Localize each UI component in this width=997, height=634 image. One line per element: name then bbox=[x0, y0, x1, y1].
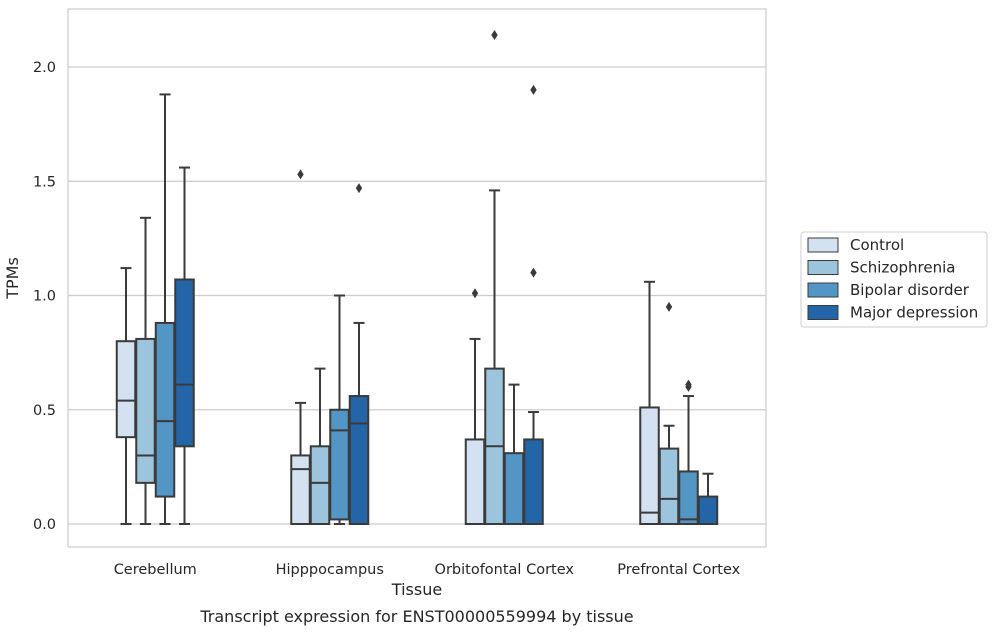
outlier-point bbox=[665, 301, 673, 312]
box-schizophrenia bbox=[484, 30, 505, 525]
plot-frame bbox=[67, 8, 767, 548]
box-iqr bbox=[523, 438, 544, 525]
box-bipolar-disorder bbox=[329, 294, 350, 525]
y-tick-label: 2.0 bbox=[33, 60, 56, 76]
box-iqr bbox=[135, 337, 156, 484]
x-tick-label: Orbitofontal Cortex bbox=[435, 562, 575, 578]
y-tick-label: 1.5 bbox=[33, 174, 56, 190]
box-bipolar-disorder bbox=[154, 93, 176, 525]
chart-caption: Transcript expression for ENST0000055999… bbox=[199, 607, 633, 626]
outlier-point bbox=[471, 288, 479, 299]
legend-frame bbox=[800, 231, 988, 328]
legend-label: Major depression bbox=[850, 304, 978, 322]
outlier-point bbox=[530, 84, 537, 95]
box-groups bbox=[115, 30, 719, 526]
legend-swatch bbox=[807, 237, 839, 253]
x-tick-label: Cerebellum bbox=[114, 562, 197, 578]
box-iqr bbox=[639, 406, 660, 525]
box-iqr bbox=[503, 452, 525, 526]
box-iqr bbox=[309, 445, 331, 525]
outlier-point bbox=[297, 169, 304, 180]
outlier-point bbox=[530, 267, 537, 278]
box-control bbox=[290, 169, 311, 526]
box-iqr bbox=[174, 278, 195, 448]
box-schizophrenia bbox=[135, 216, 156, 525]
box-major-depression bbox=[348, 183, 370, 526]
box-control bbox=[639, 280, 660, 525]
box-iqr bbox=[348, 395, 370, 526]
box-iqr bbox=[329, 408, 350, 521]
y-tick-labels: 0.0 0.5 1.0 1.5 2.0 bbox=[33, 60, 56, 533]
legend-swatch bbox=[807, 282, 839, 298]
x-axis-label: Tissue bbox=[391, 580, 442, 599]
box-schizophrenia bbox=[658, 301, 680, 525]
legend: Control Schizophrenia Bipolar disorder Majo… bbox=[800, 231, 988, 328]
outlier-point bbox=[355, 183, 363, 194]
outlier-point bbox=[491, 30, 498, 41]
x-tick-labels: Cerebellum Hipppocampus Orbitofontal Corte… bbox=[114, 562, 741, 578]
box-bipolar-disorder bbox=[678, 379, 699, 526]
legend-label: Bipolar disorder bbox=[850, 281, 970, 299]
y-axis-label: TPMs bbox=[3, 257, 22, 300]
box-iqr bbox=[290, 454, 311, 526]
box-major-depression bbox=[697, 472, 719, 525]
box-iqr bbox=[115, 340, 137, 439]
box-control bbox=[115, 267, 137, 525]
box-control bbox=[464, 288, 486, 525]
legend-label: Control bbox=[850, 236, 904, 254]
box-bipolar-disorder bbox=[503, 383, 525, 526]
y-tick-label: 0.5 bbox=[33, 403, 56, 419]
y-tick-label: 1.0 bbox=[33, 289, 56, 305]
outlier-point bbox=[685, 379, 692, 390]
legend-label: Schizophrenia bbox=[850, 259, 955, 277]
box-major-depression bbox=[523, 84, 544, 525]
box-schizophrenia bbox=[309, 367, 331, 525]
box-iqr bbox=[464, 438, 486, 525]
box-iqr bbox=[697, 495, 719, 525]
box-major-depression bbox=[174, 166, 195, 525]
box-iqr bbox=[658, 447, 680, 525]
box-iqr bbox=[678, 470, 699, 526]
x-tick-label: Hipppocampus bbox=[276, 562, 384, 578]
legend-swatch bbox=[807, 305, 839, 320]
legend-swatch bbox=[807, 260, 839, 275]
x-tick-label: Prefrontal Cortex bbox=[617, 562, 740, 578]
box-iqr bbox=[154, 321, 176, 498]
y-tick-label: 0.0 bbox=[33, 517, 56, 533]
